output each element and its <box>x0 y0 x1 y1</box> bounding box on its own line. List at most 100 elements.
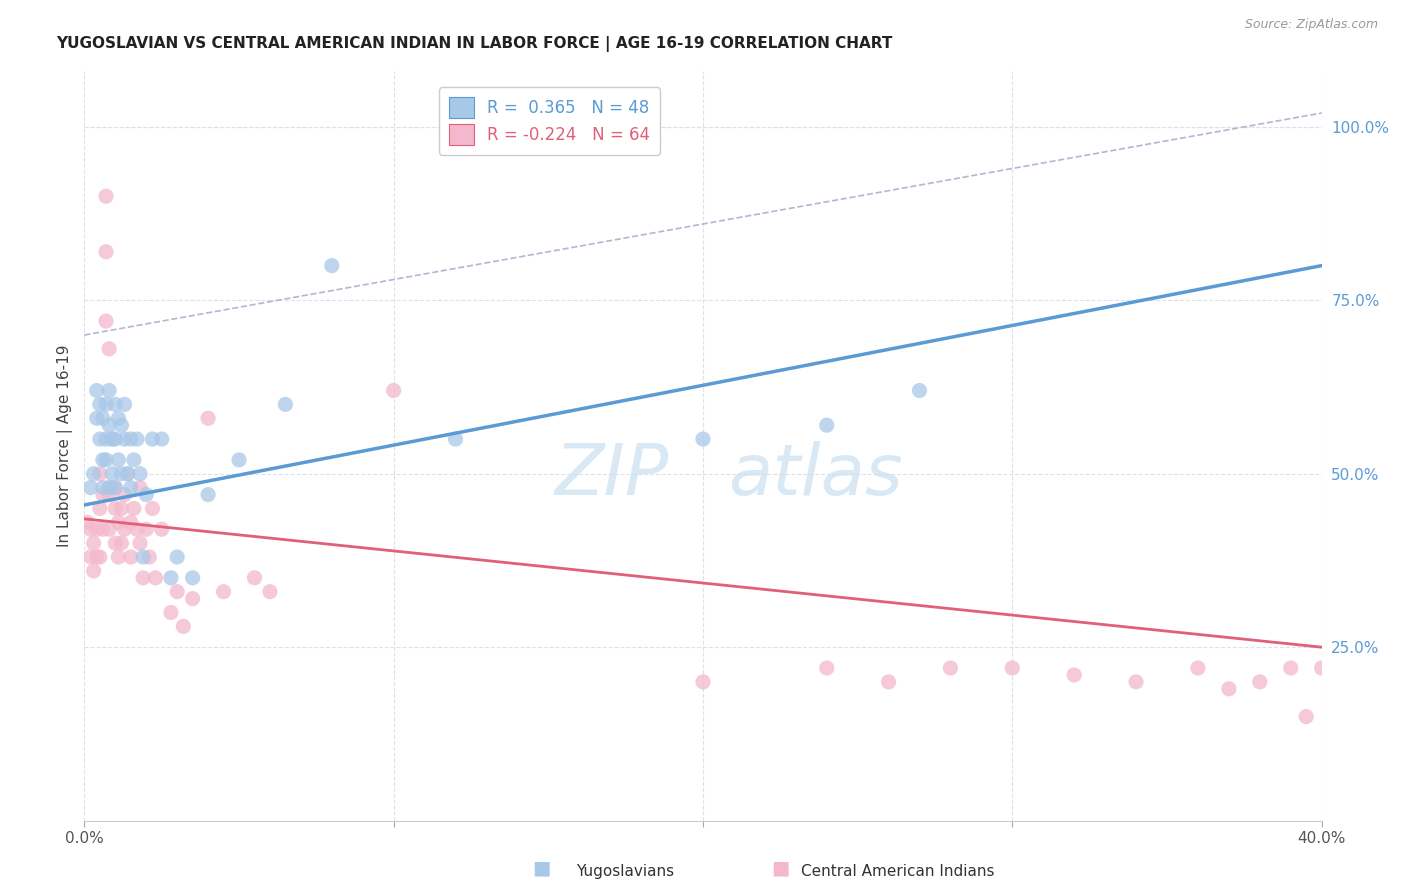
Point <box>101 481 124 495</box>
Point <box>79 549 101 564</box>
Point <box>321 259 343 273</box>
Point <box>98 481 121 495</box>
Point <box>125 432 148 446</box>
Point <box>1279 661 1302 675</box>
Point <box>91 481 114 495</box>
Point <box>197 411 219 425</box>
Point <box>141 432 163 446</box>
Point <box>908 384 931 398</box>
Point <box>107 453 129 467</box>
Point <box>1310 661 1333 675</box>
Point <box>98 418 121 433</box>
Point <box>91 522 114 536</box>
Point <box>94 314 117 328</box>
Text: Central American Indians: Central American Indians <box>801 863 995 879</box>
Point <box>91 411 114 425</box>
Point <box>1187 661 1209 675</box>
Text: Source: ZipAtlas.com: Source: ZipAtlas.com <box>1244 18 1378 31</box>
Point <box>76 516 98 530</box>
Point <box>89 501 111 516</box>
Point <box>114 397 136 411</box>
Point <box>122 501 145 516</box>
Point <box>815 661 838 675</box>
Point <box>98 342 121 356</box>
Point <box>160 571 183 585</box>
Point <box>107 411 129 425</box>
Point <box>104 481 127 495</box>
Point <box>815 418 838 433</box>
Point <box>94 432 117 446</box>
Point <box>110 467 132 481</box>
Point <box>160 606 183 620</box>
Point <box>274 397 297 411</box>
Point <box>98 487 121 501</box>
Point <box>94 453 117 467</box>
Point <box>537 141 560 155</box>
Text: ■: ■ <box>531 859 551 878</box>
Point <box>104 481 127 495</box>
Point <box>104 432 127 446</box>
Text: atlas: atlas <box>728 442 903 510</box>
Point <box>877 674 900 689</box>
Point <box>89 432 111 446</box>
Point <box>107 549 129 564</box>
Point <box>110 536 132 550</box>
Point <box>89 467 111 481</box>
Text: ■: ■ <box>770 859 790 878</box>
Point <box>101 432 124 446</box>
Y-axis label: In Labor Force | Age 16-19: In Labor Force | Age 16-19 <box>58 344 73 548</box>
Point <box>94 189 117 203</box>
Point <box>94 397 117 411</box>
Point <box>228 453 250 467</box>
Point <box>79 481 101 495</box>
Point <box>117 467 139 481</box>
Point <box>104 536 127 550</box>
Point <box>145 571 167 585</box>
Point <box>132 571 155 585</box>
Point <box>181 591 204 606</box>
Point <box>86 384 108 398</box>
Text: ZIP: ZIP <box>554 442 669 510</box>
Point <box>120 432 142 446</box>
Point <box>1295 709 1317 723</box>
Point <box>83 536 105 550</box>
Point <box>110 501 132 516</box>
Point <box>243 571 266 585</box>
Point <box>181 571 204 585</box>
Text: Yugoslavians: Yugoslavians <box>576 863 675 879</box>
Point <box>110 418 132 433</box>
Point <box>94 244 117 259</box>
Point <box>1218 681 1240 696</box>
Point <box>172 619 194 633</box>
Point <box>1249 674 1271 689</box>
Point <box>138 549 160 564</box>
Point <box>166 584 188 599</box>
Point <box>114 522 136 536</box>
Point <box>125 522 148 536</box>
Point <box>91 453 114 467</box>
Point <box>129 481 152 495</box>
Point <box>98 384 121 398</box>
Point <box>444 432 467 446</box>
Point <box>129 467 152 481</box>
Point <box>86 522 108 536</box>
Point <box>91 487 114 501</box>
Point <box>117 467 139 481</box>
Point <box>89 397 111 411</box>
Point <box>120 549 142 564</box>
Point <box>107 516 129 530</box>
Point <box>141 501 163 516</box>
Legend: R =  0.365   N = 48, R = -0.224   N = 64: R = 0.365 N = 48, R = -0.224 N = 64 <box>439 87 661 154</box>
Point <box>166 549 188 564</box>
Point <box>212 584 235 599</box>
Point <box>101 432 124 446</box>
Point <box>150 432 173 446</box>
Point <box>939 661 962 675</box>
Point <box>114 487 136 501</box>
Text: YUGOSLAVIAN VS CENTRAL AMERICAN INDIAN IN LABOR FORCE | AGE 16-19 CORRELATION CH: YUGOSLAVIAN VS CENTRAL AMERICAN INDIAN I… <box>56 36 893 52</box>
Point <box>197 487 219 501</box>
Point <box>86 411 108 425</box>
Point <box>98 522 121 536</box>
Point <box>692 432 714 446</box>
Point <box>83 467 105 481</box>
